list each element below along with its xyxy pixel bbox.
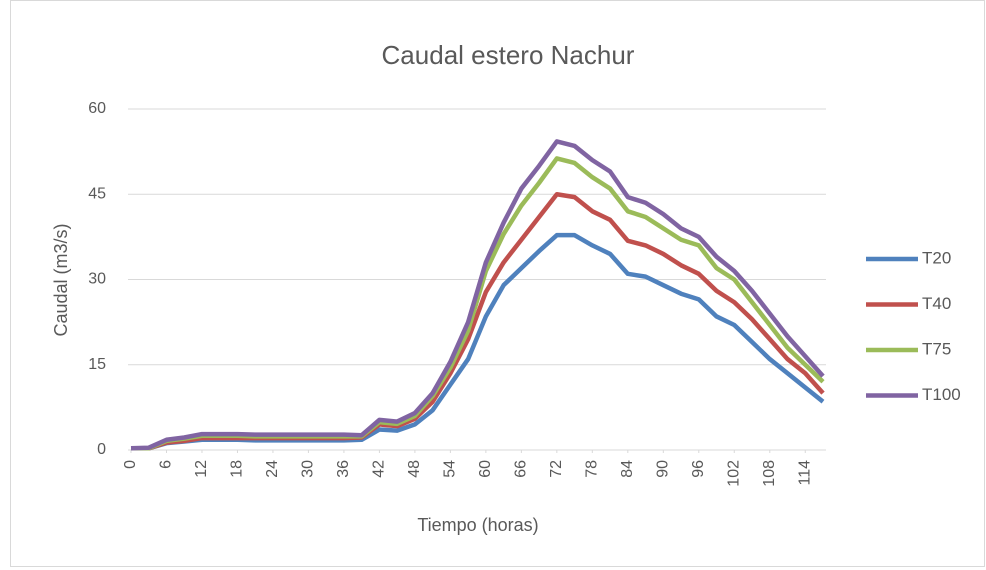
legend-label: T75 xyxy=(922,339,951,358)
x-tick-label: 102 xyxy=(726,460,743,487)
x-tick-label: 18 xyxy=(229,460,246,478)
chart-border xyxy=(10,0,985,567)
x-tick-label: 24 xyxy=(264,460,281,478)
x-tick-label: 114 xyxy=(796,460,813,486)
x-tick-label: 48 xyxy=(406,460,423,478)
legend-label: T100 xyxy=(922,385,961,404)
x-tick-label: 30 xyxy=(300,460,317,478)
x-tick-label: 66 xyxy=(513,460,530,478)
x-tick-label: 78 xyxy=(584,460,601,478)
line-series xyxy=(130,139,825,451)
x-tick-label: 84 xyxy=(619,460,636,478)
x-tick-label: 90 xyxy=(655,460,672,478)
x-tick-label: 0 xyxy=(122,460,139,469)
x-tick-label: 96 xyxy=(690,460,707,478)
y-tick-label: 0 xyxy=(97,441,106,458)
y-tick-label: 30 xyxy=(88,271,106,288)
x-axis-label: Tiempo (horas) xyxy=(417,515,538,535)
x-tick-label: 60 xyxy=(477,460,494,478)
x-tick-label: 6 xyxy=(158,460,175,469)
legend-label: T40 xyxy=(922,294,951,313)
legend-label: T20 xyxy=(922,248,951,267)
y-tick-label: 15 xyxy=(88,356,106,373)
y-axis-label: Caudal (m3/s) xyxy=(51,223,71,336)
x-tick-label: 36 xyxy=(335,460,352,478)
x-tick-label: 108 xyxy=(761,460,778,487)
x-tick-label: 42 xyxy=(371,460,388,478)
chart-title: Caudal estero Nachur xyxy=(382,40,635,70)
x-tick-label: 72 xyxy=(548,460,565,478)
y-tick-label: 60 xyxy=(88,100,106,117)
x-tick-label: 12 xyxy=(193,460,210,478)
y-tick-label: 45 xyxy=(88,185,106,202)
x-tick-label: 54 xyxy=(442,460,459,478)
